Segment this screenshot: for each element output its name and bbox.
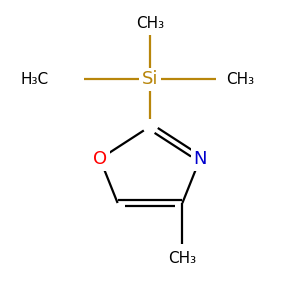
Text: CH₃: CH₃ [136, 16, 164, 31]
Text: Si: Si [142, 70, 158, 88]
Text: CH₃: CH₃ [168, 251, 196, 266]
Text: O: O [93, 150, 107, 168]
Text: N: N [193, 150, 207, 168]
Text: CH₃: CH₃ [226, 72, 255, 87]
Text: H₃C: H₃C [20, 72, 48, 87]
